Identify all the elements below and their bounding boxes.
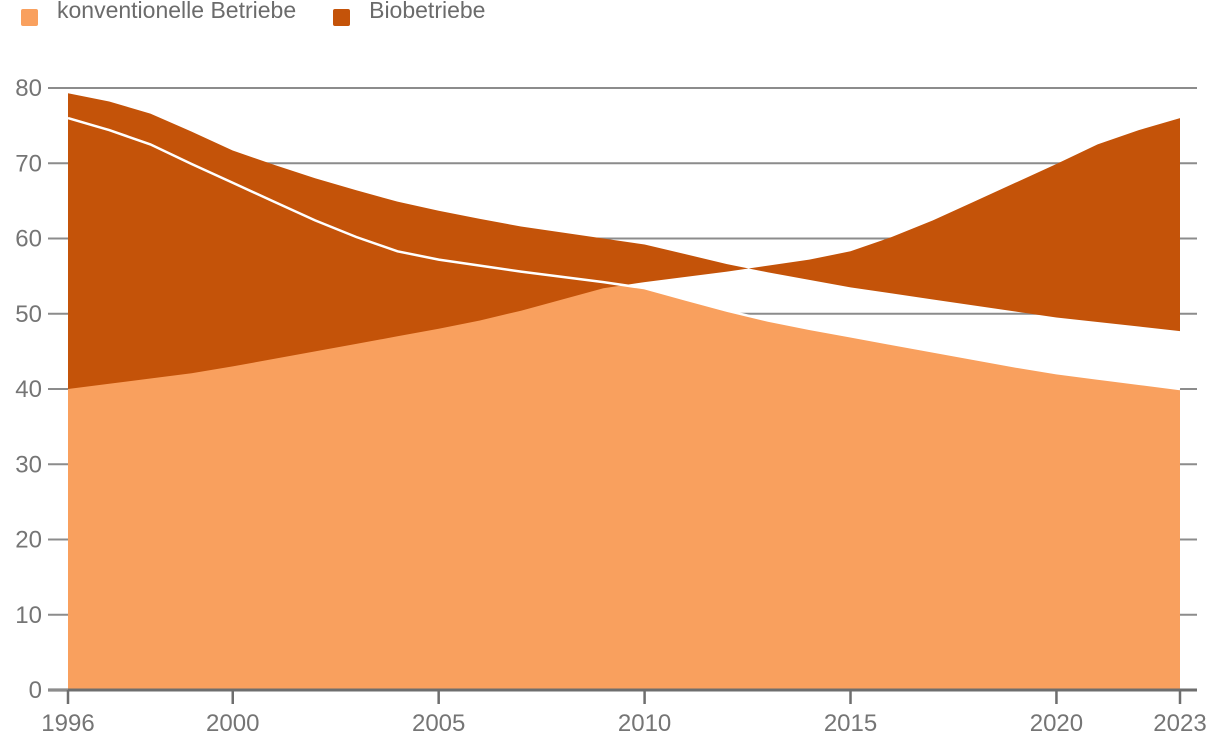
legend-swatch-bio-icon	[333, 9, 351, 26]
y-axis-label: 30	[15, 451, 42, 478]
y-axis-labels: 0 10 20 30 40 50 60 70 80	[15, 75, 42, 704]
series-divider-line	[67, 116, 1181, 391]
legend-item-conventional: konventionelle Betriebe	[21, 0, 296, 26]
x-axis-ticks	[66, 690, 1182, 704]
x-axis-label: 2000	[206, 710, 259, 737]
x-axis-labels: 1996 2000 2005 2010 2015 2020 2023	[41, 710, 1206, 737]
area-bio	[68, 93, 1180, 390]
x-axis-label: 2015	[824, 710, 877, 737]
y-axis-label: 80	[15, 75, 42, 102]
x-axis-label: 2023	[1153, 710, 1206, 737]
x-axis-label: 2020	[1030, 710, 1083, 737]
y-axis-label: 0	[29, 677, 42, 704]
y-axis-label: 70	[15, 150, 42, 177]
legend-item-bio: Biobetriebe	[333, 0, 485, 26]
y-axis-label: 20	[15, 527, 42, 554]
y-axis-label: 50	[15, 301, 42, 328]
legend-label-conventional: konventionelle Betriebe	[57, 0, 297, 23]
y-axis-label: 40	[15, 376, 42, 403]
legend-swatch-conventional-icon	[21, 9, 38, 26]
x-axis-label: 2010	[618, 710, 671, 737]
y-axis-label: 60	[15, 226, 42, 253]
chart-legend: konventionelle Betriebe Biobetriebe	[21, 0, 485, 26]
y-axis-label: 10	[15, 602, 42, 629]
x-axis-label: 2005	[412, 710, 465, 737]
y-axis-ticks	[48, 87, 68, 691]
x-axis-label: 1996	[41, 710, 94, 737]
legend-label-bio: Biobetriebe	[369, 0, 486, 23]
